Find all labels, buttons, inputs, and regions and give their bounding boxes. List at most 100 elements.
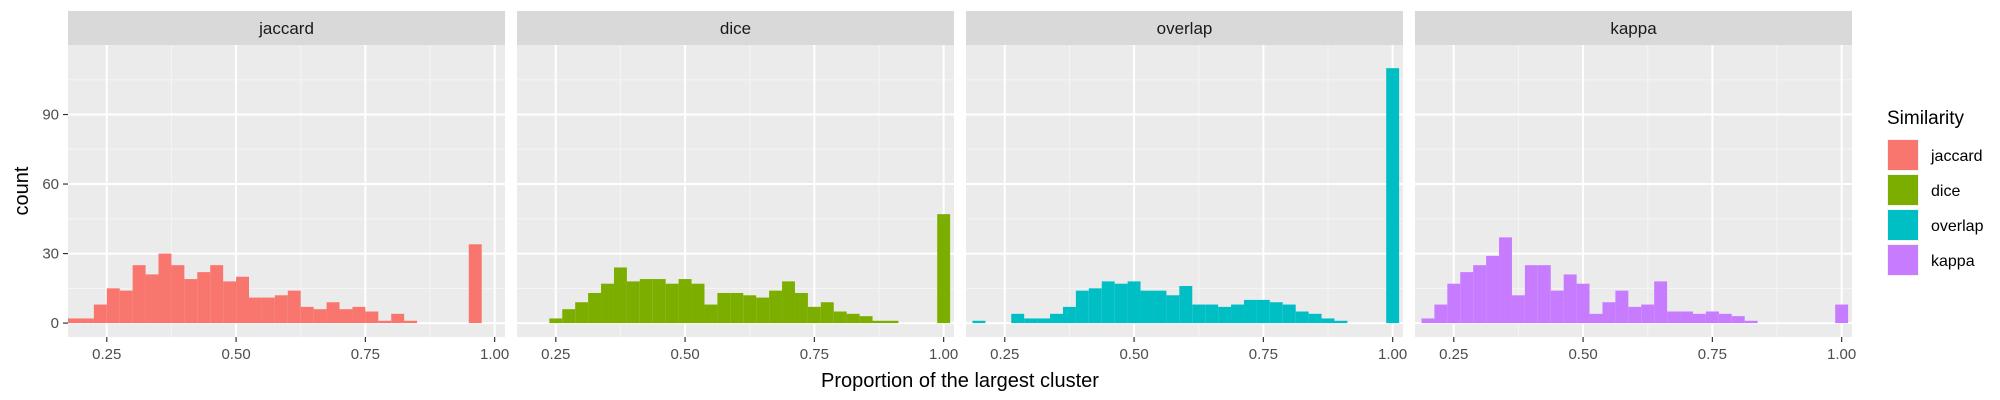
histogram-bar bbox=[1692, 313, 1706, 324]
x-tick-label: 0.75 bbox=[1698, 346, 1727, 363]
histogram-bar bbox=[1680, 311, 1693, 324]
panel-strip-label: jaccard bbox=[258, 19, 314, 38]
x-tick-label: 0.75 bbox=[800, 346, 829, 363]
histogram-bar bbox=[575, 302, 589, 324]
histogram-bar bbox=[300, 306, 314, 324]
histogram-bar bbox=[1537, 265, 1551, 324]
histogram-bar bbox=[171, 265, 185, 324]
histogram-bar bbox=[339, 309, 353, 324]
histogram-bar bbox=[807, 306, 821, 324]
histogram-bar bbox=[1282, 304, 1296, 324]
histogram-bar bbox=[1037, 318, 1051, 324]
histogram-bar bbox=[665, 283, 679, 324]
histogram-bar bbox=[274, 295, 288, 324]
histogram-bar bbox=[1576, 283, 1590, 324]
histogram-bar bbox=[1050, 313, 1063, 324]
histogram-bar bbox=[249, 297, 262, 324]
histogram-bar bbox=[1486, 255, 1500, 324]
histogram-bar bbox=[1667, 311, 1681, 324]
panel-strip bbox=[517, 11, 954, 45]
legend-item-jaccard: jaccard bbox=[1887, 139, 1983, 171]
x-tick-label: 0.75 bbox=[1249, 346, 1278, 363]
panel-kappa: kappa 0.25 0.50 0.75 1.00 bbox=[1415, 11, 1856, 363]
histogram-bar bbox=[145, 274, 159, 324]
histogram-bar bbox=[846, 313, 860, 324]
histogram-bar bbox=[1563, 274, 1577, 324]
histogram-bar bbox=[1114, 283, 1128, 324]
histogram-bar bbox=[119, 290, 133, 324]
histogram-bar bbox=[678, 279, 692, 324]
histogram-bar bbox=[1654, 281, 1668, 324]
panels-layer: jaccard 0.25 0.50 0.75 1.00 dice 0.25 0.50 0.75 1… bbox=[68, 11, 1856, 363]
histogram-bar bbox=[820, 302, 834, 324]
histogram-bar bbox=[717, 292, 731, 324]
histogram-bar bbox=[1602, 302, 1616, 324]
histogram-bar bbox=[794, 292, 808, 324]
histogram-bar bbox=[1473, 265, 1487, 324]
x-tick-label: 0.25 bbox=[1439, 346, 1468, 363]
x-tick-label: 0.25 bbox=[990, 346, 1019, 363]
histogram-bar bbox=[1321, 318, 1335, 324]
histogram-bar bbox=[1140, 290, 1154, 324]
histogram-bar bbox=[1075, 290, 1089, 324]
histogram-bar bbox=[730, 292, 744, 324]
panel-strip bbox=[1415, 11, 1852, 45]
x-tick-label: 1.00 bbox=[929, 346, 958, 363]
histogram-bar bbox=[1011, 313, 1025, 324]
histogram-bar bbox=[704, 304, 718, 324]
histogram-bar bbox=[1731, 316, 1745, 324]
histogram-bar bbox=[1524, 265, 1538, 324]
legend-swatch bbox=[1888, 210, 1918, 240]
histogram-bar bbox=[1334, 320, 1348, 324]
histogram-bar bbox=[756, 297, 770, 324]
histogram-bar bbox=[1705, 311, 1719, 324]
histogram-bar bbox=[1256, 299, 1270, 324]
histogram-bar bbox=[352, 306, 366, 324]
histogram-bar bbox=[1718, 313, 1732, 324]
histogram-bar bbox=[1460, 272, 1474, 324]
x-tick-label: 0.50 bbox=[670, 346, 699, 363]
histogram-bar bbox=[1295, 311, 1309, 324]
y-tick-label: 90 bbox=[42, 107, 59, 124]
x-tick-label: 0.75 bbox=[351, 346, 380, 363]
histogram-bar bbox=[404, 320, 418, 324]
panel-strip-label: dice bbox=[720, 19, 751, 38]
histogram-bar bbox=[210, 265, 224, 324]
histogram-bar bbox=[1269, 302, 1283, 324]
histogram-bar bbox=[1024, 318, 1038, 324]
histogram-bar bbox=[885, 320, 899, 324]
histogram-bar bbox=[1499, 237, 1512, 324]
legend-swatch bbox=[1888, 140, 1918, 170]
histogram-bar bbox=[313, 309, 327, 324]
x-tick-label: 0.50 bbox=[1568, 346, 1597, 363]
histogram-bar bbox=[1218, 306, 1232, 324]
x-tick-label: 0.50 bbox=[1119, 346, 1148, 363]
histogram-bar bbox=[236, 276, 250, 324]
histogram-bar bbox=[1421, 318, 1435, 324]
histogram-bar bbox=[1615, 290, 1629, 324]
histogram-bar bbox=[1744, 320, 1758, 324]
x-axis-title: Proportion of the largest cluster bbox=[821, 370, 1099, 392]
histogram-bar bbox=[588, 292, 602, 324]
histogram-bar bbox=[391, 313, 405, 324]
panel-strip bbox=[966, 11, 1403, 45]
histogram-bar bbox=[1192, 304, 1206, 324]
y-axis: 0 30 60 90 bbox=[42, 107, 68, 332]
histogram-bar bbox=[1386, 68, 1400, 324]
y-tick-label: 0 bbox=[51, 315, 59, 332]
legend-label: jaccard bbox=[1930, 148, 1983, 165]
panel-overlap: overlap 0.25 0.50 0.75 1.00 bbox=[966, 11, 1407, 363]
histogram-bar bbox=[1243, 299, 1257, 324]
histogram-bar bbox=[261, 297, 275, 324]
y-tick-label: 30 bbox=[42, 246, 59, 263]
histogram-bar bbox=[158, 253, 172, 324]
histogram-bar bbox=[1166, 295, 1180, 324]
histogram-bar bbox=[1205, 304, 1219, 324]
histogram-bar bbox=[1511, 295, 1525, 324]
histogram-bar bbox=[626, 281, 640, 324]
panel-strip bbox=[68, 11, 505, 45]
histogram-bar bbox=[80, 318, 94, 324]
histogram-bar bbox=[872, 320, 886, 324]
